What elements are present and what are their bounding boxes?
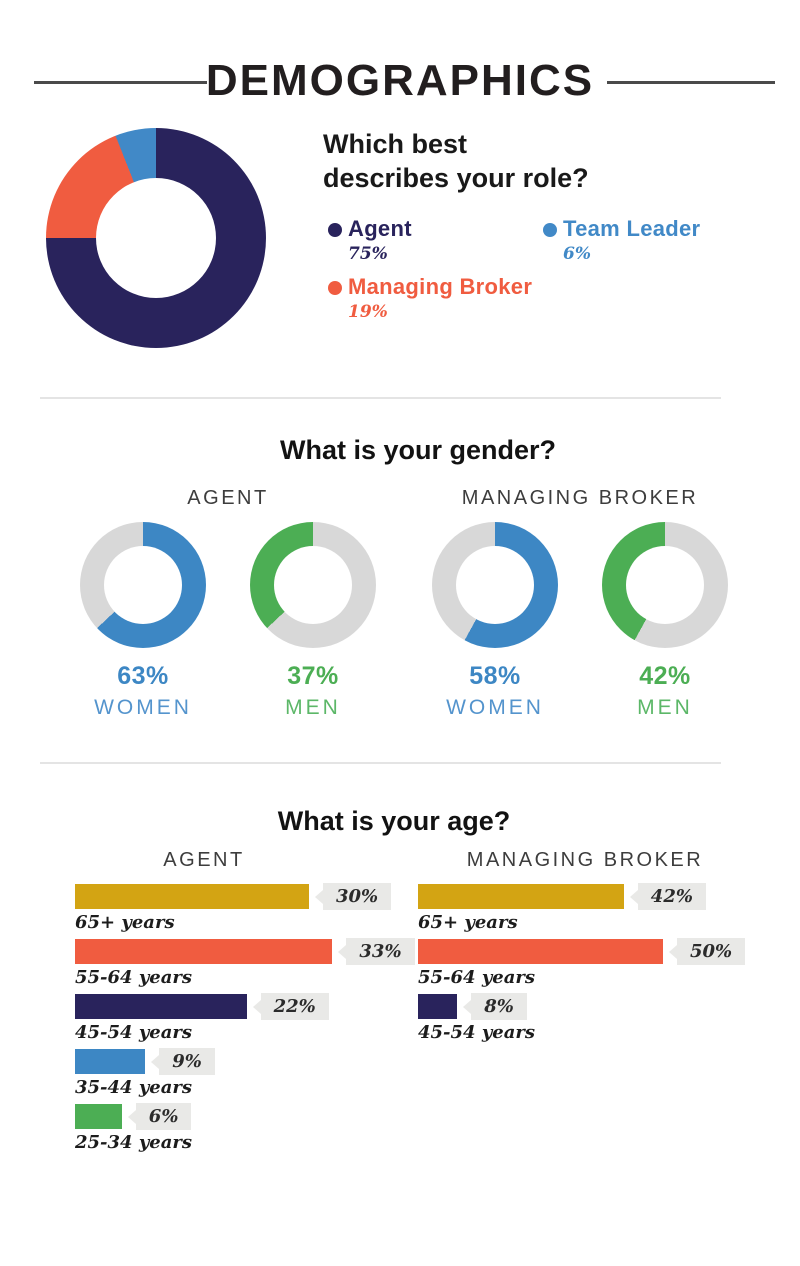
gender-donut-agent-women — [80, 522, 206, 648]
bar-age-label: 55-64 years — [75, 967, 193, 988]
legend-value: 6% — [563, 244, 591, 264]
donut-gender-label: WOMEN — [446, 696, 544, 719]
bar-row: 30% 65+ years — [75, 883, 425, 933]
age-bar — [75, 1049, 146, 1074]
bar-value-tag: 6% — [135, 1103, 192, 1130]
bar-age-label: 65+ years — [75, 912, 175, 933]
bar-value-tag: 30% — [323, 883, 392, 910]
gender-donut-broker-men — [602, 522, 728, 648]
role-donut-chart — [46, 128, 266, 348]
legend-item-agent: Agent 75% — [328, 216, 543, 264]
donut-gender-label: MEN — [637, 696, 693, 719]
bar-row: 8% 45-54 years — [418, 993, 788, 1043]
gender-group-agent: AGENT 63% WOMEN 37% MEN — [68, 487, 388, 720]
legend-item-team-leader: Team Leader 6% — [543, 216, 768, 264]
age-bar — [418, 884, 624, 909]
group-label-managing-broker: MANAGING BROKER — [461, 487, 699, 509]
age-bars-managing-broker: 42% 65+ years 50% 55-64 years 8% 45-54 years — [418, 883, 788, 1049]
bar-value-tag: 8% — [471, 993, 527, 1020]
title-rule-right — [607, 81, 775, 84]
legend-item-managing-broker: Managing Broker 19% — [328, 274, 543, 322]
bar-line: 30% — [75, 883, 425, 910]
gender-donut-card-women: 63% WOMEN — [68, 522, 218, 720]
bullet-icon — [543, 223, 557, 237]
gender-donut-agent-men — [250, 522, 376, 648]
bar-row: 9% 35-44 years — [75, 1048, 425, 1098]
gender-donut-card-men: 37% MEN — [238, 522, 388, 720]
age-group-label-managing-broker: MANAGING BROKER — [466, 849, 704, 871]
bar-line: 42% — [418, 883, 788, 910]
bar-age-label: 25-34 years — [75, 1132, 193, 1153]
age-bar — [75, 884, 309, 909]
age-bar — [418, 994, 458, 1019]
age-bars-agent: 30% 65+ years 33% 55-64 years 22% 45-54 years… — [75, 883, 425, 1159]
bar-value-tag: 33% — [346, 938, 415, 965]
bullet-icon — [328, 223, 342, 237]
bar-row: 6% 25-34 years — [75, 1103, 425, 1153]
age-bar — [75, 1104, 122, 1129]
bar-line: 22% — [75, 993, 425, 1020]
bar-age-label: 35-44 years — [75, 1077, 193, 1098]
donut-gender-label: WOMEN — [94, 696, 192, 719]
age-group-label-agent: AGENT — [163, 849, 245, 871]
legend-value: 75% — [348, 244, 388, 264]
bar-row: 50% 55-64 years — [418, 938, 788, 988]
age-question-heading: What is your age? — [277, 806, 511, 836]
legend-label: Agent — [348, 216, 412, 241]
donut-percent: 58% — [469, 662, 521, 690]
donut-percent: 42% — [639, 662, 691, 690]
bar-age-label: 45-54 years — [418, 1022, 536, 1043]
age-bar — [75, 994, 247, 1019]
gender-group-managing-broker: MANAGING BROKER 58% WOMEN 42% MEN — [420, 487, 740, 720]
gender-donut-card-men: 42% MEN — [590, 522, 740, 720]
bar-age-label: 55-64 years — [418, 967, 536, 988]
bar-row: 33% 55-64 years — [75, 938, 425, 988]
bar-line: 6% — [75, 1103, 425, 1130]
title-rule-left — [34, 81, 207, 84]
role-question-heading: Which best describes your role? — [323, 129, 589, 193]
role-legend: Agent 75% Team Leader 6% Managing Broker… — [328, 216, 768, 322]
bar-line: 9% — [75, 1048, 425, 1075]
gender-question-heading: What is your gender? — [279, 435, 557, 465]
bar-row: 22% 45-54 years — [75, 993, 425, 1043]
donut-gender-label: MEN — [285, 696, 341, 719]
page-title: DEMOGRAPHICS — [205, 56, 595, 105]
legend-label: Team Leader — [563, 216, 701, 241]
donut-percent: 37% — [287, 662, 339, 690]
bar-line: 50% — [418, 938, 788, 965]
gender-donut-card-women: 58% WOMEN — [420, 522, 570, 720]
group-label-agent: AGENT — [187, 487, 269, 509]
gender-donut-row: 58% WOMEN 42% MEN — [420, 522, 740, 720]
age-bar — [75, 939, 333, 964]
section-divider — [40, 397, 721, 399]
bar-line: 33% — [75, 938, 425, 965]
legend-value: 19% — [348, 302, 388, 322]
bullet-icon — [328, 281, 342, 295]
bar-value-tag: 22% — [260, 993, 329, 1020]
bar-line: 8% — [418, 993, 788, 1020]
donut-percent: 63% — [117, 662, 169, 690]
legend-label: Managing Broker — [348, 274, 533, 299]
gender-donut-row: 63% WOMEN 37% MEN — [68, 522, 388, 720]
bar-age-label: 65+ years — [418, 912, 518, 933]
age-bar — [418, 939, 663, 964]
bar-age-label: 45-54 years — [75, 1022, 193, 1043]
bar-value-tag: 9% — [159, 1048, 215, 1075]
gender-donut-broker-women — [432, 522, 558, 648]
section-divider — [40, 762, 721, 764]
bar-value-tag: 50% — [677, 938, 746, 965]
bar-value-tag: 42% — [637, 883, 706, 910]
bar-row: 42% 65+ years — [418, 883, 788, 933]
